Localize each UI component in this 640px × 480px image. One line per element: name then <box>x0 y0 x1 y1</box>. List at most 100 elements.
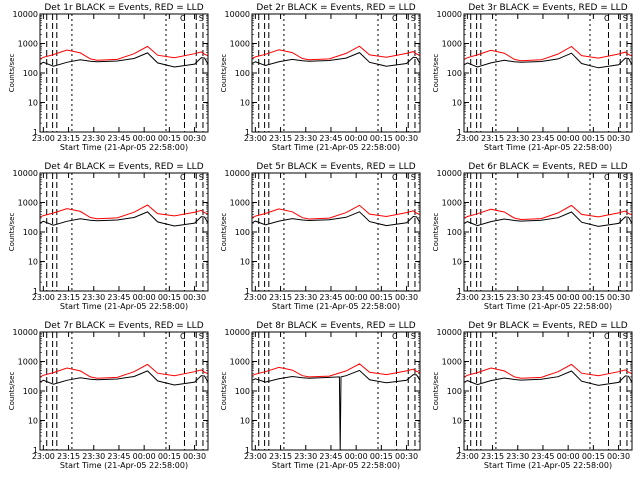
events-series-line <box>251 211 421 227</box>
x-tick-label: 23:45 <box>107 452 130 461</box>
x-tick-label: 00:15 <box>582 452 605 461</box>
y-tick-label: 100 <box>23 69 38 78</box>
x-tick-label: 23:30 <box>294 452 317 461</box>
y-axis-label: Counts/sec <box>432 372 440 411</box>
y-tick-label: 100 <box>447 228 462 237</box>
detector-panel: Det 9r BLACK = Events, RED = LLD 1 10 100 10… <box>432 321 633 470</box>
x-tick-label: 23:30 <box>294 293 317 302</box>
y-tick-label: 10 <box>452 99 462 108</box>
x-tick-label: 23:00 <box>244 134 267 143</box>
y-tick-label: 100 <box>447 69 462 78</box>
y-tick-label: 10000 <box>437 328 462 337</box>
plot-frame <box>463 331 633 451</box>
x-tick-label: 23:00 <box>456 452 479 461</box>
y-tick-label: 10000 <box>437 10 462 19</box>
detector-panel: Det 5r BLACK = Events, RED = LLD 1 10 100 10… <box>220 162 421 311</box>
events-series-line <box>463 370 633 386</box>
events-series-line <box>251 369 421 451</box>
x-tick-label: 00:00 <box>345 134 368 143</box>
saa-marker: C <box>604 332 610 341</box>
y-tick-label: 1 <box>245 128 250 137</box>
lld-series-line <box>39 204 209 220</box>
y-tick-label: 1 <box>245 446 250 455</box>
x-tick-label: 23:45 <box>319 134 342 143</box>
x-tick-label: 00:00 <box>557 452 580 461</box>
y-tick-label: 10 <box>28 258 38 267</box>
plot-frame <box>39 13 209 133</box>
y-tick-label: 10 <box>240 99 250 108</box>
y-tick-label: 10000 <box>13 169 38 178</box>
panel-title: Det 5r BLACK = Events, RED = LLD <box>256 162 415 172</box>
y-tick-label: 1 <box>457 287 462 296</box>
x-tick-label: 23:00 <box>456 293 479 302</box>
events-series-line <box>463 211 633 227</box>
plot-frame <box>39 331 209 451</box>
y-tick-label: 10000 <box>225 169 250 178</box>
x-tick-label: 23:45 <box>319 293 342 302</box>
y-tick-label: 1000 <box>18 358 38 367</box>
x-axis-label: Start Time (21-Apr-05 22:58:00) <box>60 143 188 152</box>
x-tick-label: 23:00 <box>32 452 55 461</box>
x-tick-label: 00:00 <box>133 293 156 302</box>
x-axis-label: Start Time (21-Apr-05 22:58:00) <box>60 302 188 311</box>
x-tick-label: 23:00 <box>244 293 267 302</box>
x-tick-label: 00:30 <box>395 134 418 143</box>
saa-marker: S <box>199 173 204 182</box>
y-tick-label: 1000 <box>18 40 38 49</box>
x-axis-label: Start Time (21-Apr-05 22:58:00) <box>484 461 612 470</box>
x-tick-label: 23:45 <box>107 134 130 143</box>
panel-title: Det 7r BLACK = Events, RED = LLD <box>44 321 203 331</box>
y-tick-label: 10 <box>28 417 38 426</box>
saa-marker: S <box>411 332 416 341</box>
x-tick-label: 00:00 <box>133 452 156 461</box>
lld-series-line <box>463 204 633 221</box>
saa-marker: S <box>623 14 628 23</box>
x-tick-label: 23:15 <box>269 452 292 461</box>
x-tick-label: 23:00 <box>32 293 55 302</box>
saa-marker: S <box>623 173 628 182</box>
x-tick-label: 00:30 <box>395 452 418 461</box>
x-tick-label: 23:15 <box>481 293 504 302</box>
x-tick-label: 00:30 <box>183 452 206 461</box>
y-tick-label: 1000 <box>230 199 250 208</box>
detector-panel: Det 4r BLACK = Events, RED = LLD 1 10 100 10… <box>8 162 209 311</box>
lld-series-line <box>463 363 633 379</box>
detector-panel: Det 7r BLACK = Events, RED = LLD 1 10 100 10… <box>8 321 209 470</box>
x-axis-label: Start Time (21-Apr-05 22:58:00) <box>272 302 400 311</box>
x-tick-label: 23:45 <box>531 452 554 461</box>
x-axis-label: Start Time (21-Apr-05 22:58:00) <box>484 143 612 152</box>
x-tick-label: 23:00 <box>456 134 479 143</box>
events-series-line <box>251 52 421 67</box>
y-tick-label: 10 <box>28 99 38 108</box>
y-tick-label: 10 <box>240 258 250 267</box>
saa-marker: C <box>180 173 186 182</box>
y-axis-label: Counts/sec <box>432 213 440 252</box>
lld-series-line <box>251 204 421 220</box>
x-tick-label: 23:30 <box>82 452 105 461</box>
y-tick-label: 10000 <box>225 10 250 19</box>
y-tick-label: 1000 <box>18 199 38 208</box>
detector-panel: Det 6r BLACK = Events, RED = LLD 1 10 100 10… <box>432 162 633 311</box>
y-axis-label: Counts/sec <box>432 54 440 93</box>
events-series-line <box>463 52 633 69</box>
panel-title: Det 1r BLACK = Events, RED = LLD <box>44 3 203 13</box>
x-tick-label: 23:15 <box>481 452 504 461</box>
y-tick-label: 10000 <box>225 328 250 337</box>
y-tick-label: 10000 <box>13 328 38 337</box>
x-tick-label: 23:45 <box>107 293 130 302</box>
x-tick-label: 23:15 <box>57 293 80 302</box>
saa-marker: C <box>392 173 398 182</box>
lld-series-line <box>39 45 209 61</box>
x-tick-label: 23:15 <box>57 134 80 143</box>
y-axis-label: Counts/sec <box>220 54 228 93</box>
y-tick-label: 10 <box>452 258 462 267</box>
y-tick-label: 1 <box>33 128 38 137</box>
y-tick-label: 100 <box>447 387 462 396</box>
y-tick-label: 1 <box>457 446 462 455</box>
x-tick-label: 23:15 <box>269 134 292 143</box>
saa-marker: S <box>411 14 416 23</box>
y-axis-label: Counts/sec <box>8 213 16 252</box>
y-tick-label: 1 <box>245 287 250 296</box>
lld-series-line <box>463 45 633 62</box>
plot-frame <box>251 13 421 133</box>
